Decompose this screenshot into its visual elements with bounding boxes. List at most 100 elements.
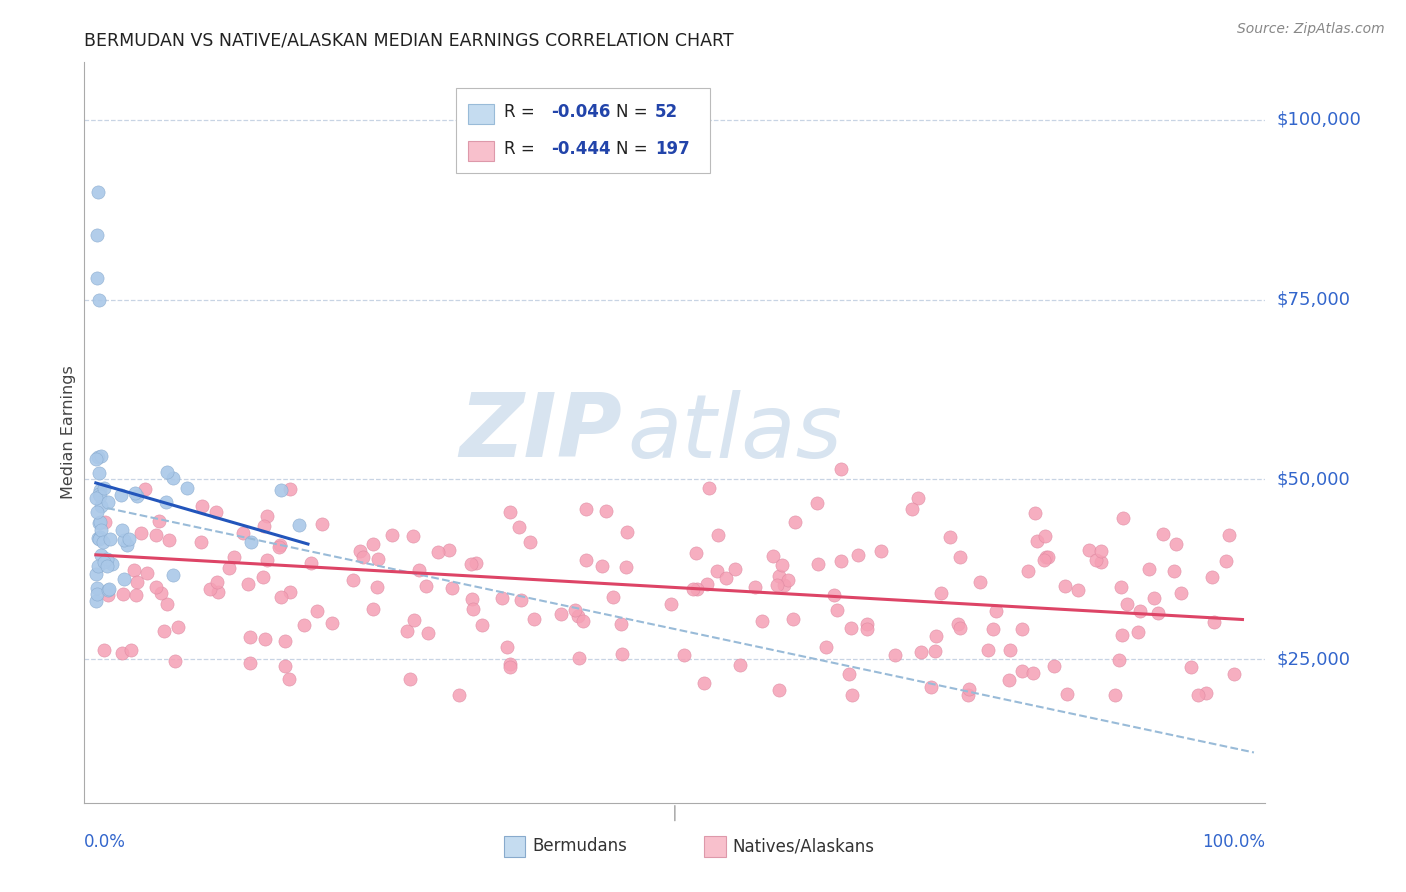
Point — [1164, 537, 1187, 551]
Point — [253, 519, 276, 533]
Point — [111, 646, 134, 660]
Text: 197: 197 — [655, 140, 689, 158]
Point — [609, 617, 631, 632]
Point — [352, 549, 374, 564]
Point — [1128, 625, 1150, 640]
Point — [270, 483, 292, 497]
Point — [292, 618, 315, 632]
Point — [87, 531, 110, 545]
Text: 52: 52 — [655, 103, 678, 121]
Point — [112, 587, 135, 601]
Point — [150, 586, 173, 600]
Point — [461, 592, 484, 607]
Point — [498, 660, 520, 674]
Point — [768, 682, 790, 697]
Point — [1137, 562, 1160, 576]
Text: ZIP: ZIP — [458, 389, 621, 476]
Point — [772, 578, 794, 592]
Point — [957, 681, 980, 696]
Point — [274, 659, 297, 673]
Point — [460, 557, 482, 571]
Point — [830, 554, 852, 568]
Point — [278, 585, 301, 599]
Point — [765, 578, 787, 592]
Point — [925, 629, 948, 643]
Point — [571, 614, 593, 628]
Point — [87, 559, 110, 574]
Point — [998, 643, 1021, 657]
Text: N =: N = — [616, 103, 652, 121]
Point — [929, 586, 952, 600]
Text: $50,000: $50,000 — [1277, 470, 1350, 488]
Point — [89, 490, 111, 504]
Point — [1021, 666, 1043, 681]
Point — [156, 465, 179, 479]
Point — [825, 603, 848, 617]
Point — [673, 648, 696, 662]
Point — [1017, 564, 1039, 578]
Point — [93, 643, 115, 657]
Point — [471, 617, 494, 632]
Point — [288, 517, 311, 532]
Point — [97, 495, 120, 509]
Point — [567, 609, 589, 624]
Point — [125, 489, 148, 503]
Point — [399, 672, 422, 686]
Point — [396, 624, 419, 638]
Point — [463, 602, 485, 616]
Point — [574, 553, 596, 567]
Point — [361, 537, 384, 551]
Point — [89, 293, 111, 307]
Point — [120, 643, 142, 657]
Point — [89, 516, 111, 530]
Point — [96, 558, 118, 573]
Point — [90, 499, 112, 513]
Point — [1116, 597, 1139, 611]
Point — [110, 488, 132, 502]
Point — [550, 607, 572, 621]
Point — [770, 558, 793, 572]
Text: atlas: atlas — [627, 390, 842, 475]
Point — [686, 582, 709, 596]
Point — [134, 482, 156, 496]
Point — [90, 449, 112, 463]
Point — [1056, 687, 1078, 701]
Text: -0.046: -0.046 — [551, 103, 610, 121]
Point — [499, 657, 522, 671]
Point — [870, 543, 893, 558]
Point — [1202, 615, 1225, 630]
Point — [1111, 628, 1133, 642]
Point — [697, 481, 720, 495]
Point — [94, 515, 117, 529]
Point — [855, 622, 877, 636]
Point — [776, 573, 799, 587]
Point — [751, 614, 773, 628]
Point — [89, 530, 111, 544]
Point — [252, 570, 274, 584]
Point — [87, 487, 110, 501]
Point — [90, 523, 112, 537]
Point — [1067, 583, 1090, 598]
Point — [125, 589, 148, 603]
Point — [1108, 653, 1130, 667]
Point — [1090, 543, 1112, 558]
Point — [614, 560, 637, 574]
Point — [907, 491, 929, 505]
Text: N =: N = — [616, 140, 652, 158]
Point — [575, 502, 598, 516]
Point — [145, 580, 167, 594]
Point — [807, 557, 830, 571]
Text: Source: ZipAtlas.com: Source: ZipAtlas.com — [1237, 22, 1385, 37]
Point — [1038, 550, 1060, 565]
Point — [84, 491, 107, 506]
Point — [519, 535, 541, 549]
Point — [84, 451, 107, 466]
Point — [239, 657, 262, 671]
Point — [1180, 660, 1202, 674]
Point — [499, 505, 522, 519]
Point — [1163, 564, 1185, 578]
Point — [191, 499, 214, 513]
Point — [841, 688, 863, 702]
Text: $100,000: $100,000 — [1277, 111, 1361, 129]
Point — [205, 505, 228, 519]
